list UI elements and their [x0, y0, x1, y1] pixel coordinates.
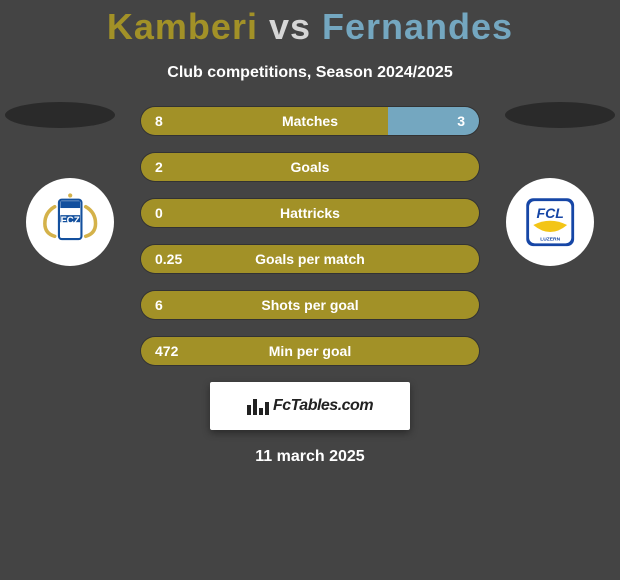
- stat-label: Goals per match: [141, 245, 479, 273]
- comparison-container: FCZ FCL LUZERN 83Matches 2Goals 0Hattricks…: [0, 106, 620, 366]
- shadow-right: [505, 102, 615, 128]
- player1-name: Kamberi: [107, 6, 258, 47]
- fcz-logo-icon: FCZ: [35, 187, 105, 257]
- svg-text:FCL: FCL: [536, 205, 563, 221]
- stat-label: Goals: [141, 153, 479, 181]
- svg-text:LUZERN: LUZERN: [540, 236, 560, 242]
- player1-team-logo: FCZ: [26, 178, 114, 266]
- stat-label: Matches: [141, 107, 479, 135]
- footer-date: 11 march 2025: [0, 448, 620, 466]
- watermark-text: FcTables.com: [273, 397, 373, 415]
- player2-team-logo: FCL LUZERN: [506, 178, 594, 266]
- stat-row: 2Goals: [140, 152, 480, 182]
- stats-list: 83Matches 2Goals 0Hattricks 0.25Goals per m…: [140, 106, 480, 366]
- svg-text:FCZ: FCZ: [60, 215, 79, 226]
- fcl-logo-icon: FCL LUZERN: [515, 187, 585, 257]
- stat-row: 0.25Goals per match: [140, 244, 480, 274]
- vs-separator: vs: [258, 6, 322, 47]
- comparison-title: Kamberi vs Fernandes: [0, 0, 620, 48]
- stat-row: 83Matches: [140, 106, 480, 136]
- stat-label: Shots per goal: [141, 291, 479, 319]
- stat-row: 0Hattricks: [140, 198, 480, 228]
- player2-name: Fernandes: [322, 6, 513, 47]
- stat-label: Min per goal: [141, 337, 479, 365]
- stat-row: 472Min per goal: [140, 336, 480, 366]
- bars-icon: [247, 397, 269, 415]
- stat-label: Hattricks: [141, 199, 479, 227]
- stat-row: 6Shots per goal: [140, 290, 480, 320]
- shadow-left: [5, 102, 115, 128]
- subtitle: Club competitions, Season 2024/2025: [0, 64, 620, 82]
- watermark-badge: FcTables.com: [210, 382, 410, 430]
